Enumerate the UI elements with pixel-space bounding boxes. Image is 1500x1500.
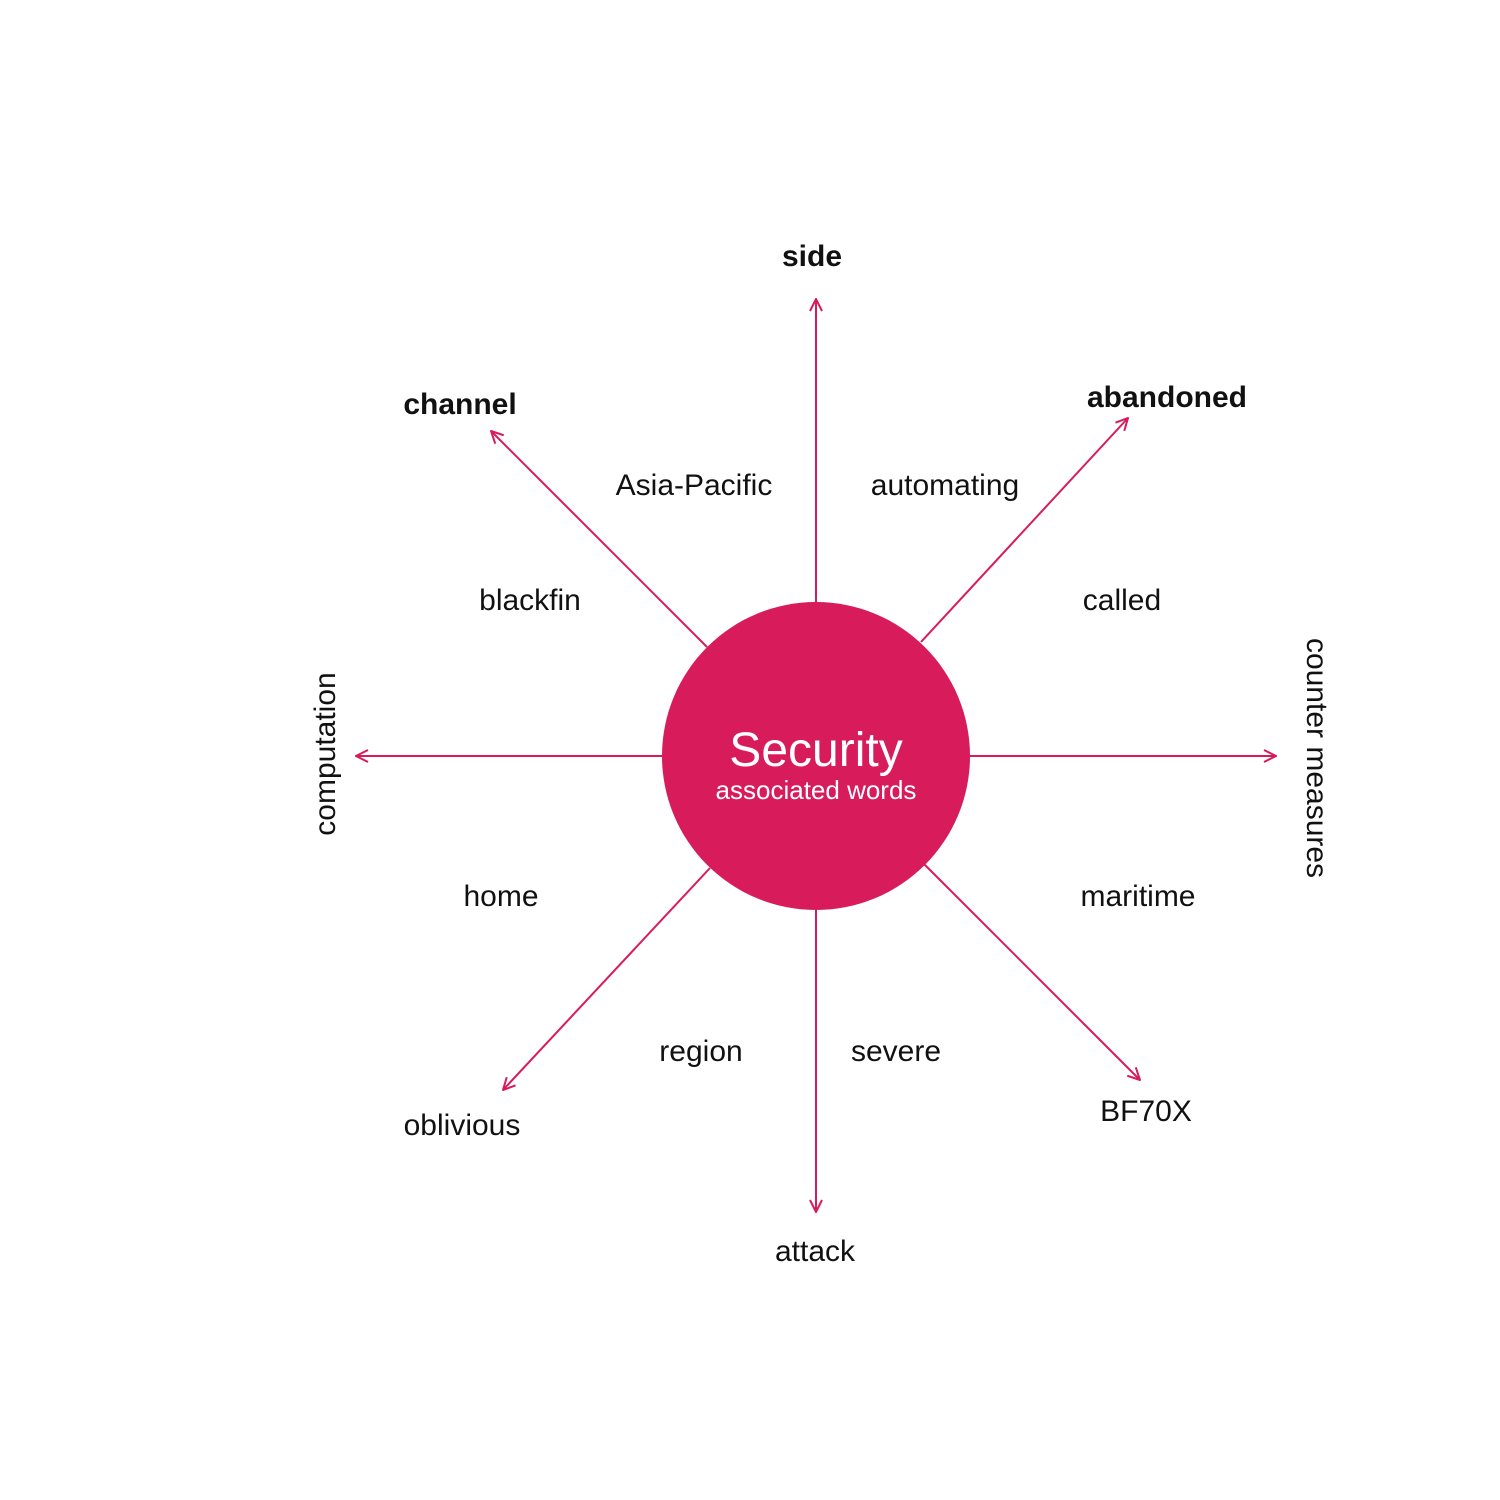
arrows-group bbox=[356, 299, 1276, 1212]
word-automating: automating bbox=[871, 469, 1019, 502]
word-blackfin: blackfin bbox=[479, 584, 581, 617]
word-attack: attack bbox=[775, 1235, 856, 1268]
word-severe: severe bbox=[851, 1035, 941, 1068]
word-side: side bbox=[782, 240, 842, 273]
word-home: home bbox=[463, 880, 538, 913]
word-counter-measures: counter measures bbox=[1300, 638, 1333, 878]
center-circle bbox=[662, 602, 970, 910]
word-asia-pacific: Asia-Pacific bbox=[616, 469, 773, 502]
center-title: Security bbox=[729, 724, 902, 777]
arrow-top-left bbox=[491, 431, 708, 648]
word-bf70x: BF70X bbox=[1100, 1095, 1192, 1128]
word-abandoned: abandoned bbox=[1087, 381, 1247, 414]
word-maritime: maritime bbox=[1080, 880, 1195, 913]
word-channel: channel bbox=[403, 388, 516, 421]
center-subtitle: associated words bbox=[716, 775, 917, 805]
word-computation: computation bbox=[309, 672, 342, 835]
word-called: called bbox=[1083, 584, 1161, 617]
word-oblivious: oblivious bbox=[404, 1109, 521, 1142]
arrow-bottom-left bbox=[503, 867, 711, 1090]
word-region: region bbox=[659, 1035, 742, 1068]
arrow-top-right bbox=[920, 418, 1128, 643]
arrow-bottom-right bbox=[923, 863, 1140, 1080]
